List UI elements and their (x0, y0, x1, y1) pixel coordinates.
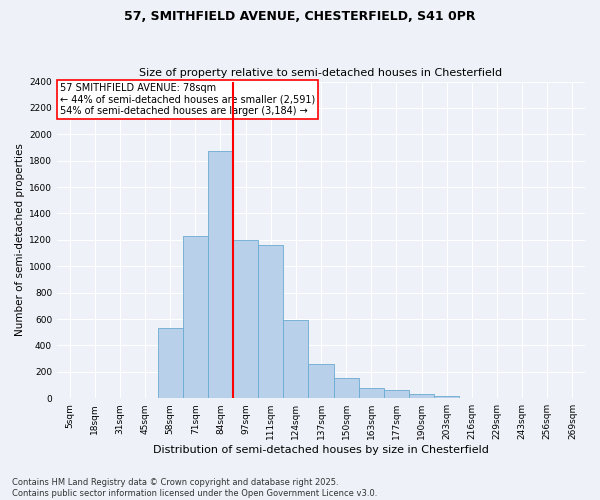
X-axis label: Distribution of semi-detached houses by size in Chesterfield: Distribution of semi-detached houses by … (153, 445, 489, 455)
Bar (158, 328, 183, 398)
Text: 57, SMITHFIELD AVENUE, CHESTERFIELD, S41 0PR: 57, SMITHFIELD AVENUE, CHESTERFIELD, S41… (124, 10, 476, 23)
Bar (208, 152, 233, 398)
Bar (258, 245, 283, 398)
Text: 57 SMITHFIELD AVENUE: 78sqm
← 44% of semi-detached houses are smaller (2,591)
54: 57 SMITHFIELD AVENUE: 78sqm ← 44% of sem… (59, 83, 315, 116)
Title: Size of property relative to semi-detached houses in Chesterfield: Size of property relative to semi-detach… (139, 68, 503, 78)
Y-axis label: Number of semi-detached properties: Number of semi-detached properties (15, 144, 25, 336)
Text: Contains HM Land Registry data © Crown copyright and database right 2025.
Contai: Contains HM Land Registry data © Crown c… (12, 478, 377, 498)
Bar (283, 320, 308, 398)
Bar (384, 390, 409, 398)
Bar (409, 394, 434, 398)
Bar (359, 388, 384, 398)
Bar (334, 378, 359, 398)
Bar (308, 364, 334, 398)
Bar (183, 236, 208, 398)
Bar (233, 240, 258, 398)
Bar (434, 396, 459, 398)
